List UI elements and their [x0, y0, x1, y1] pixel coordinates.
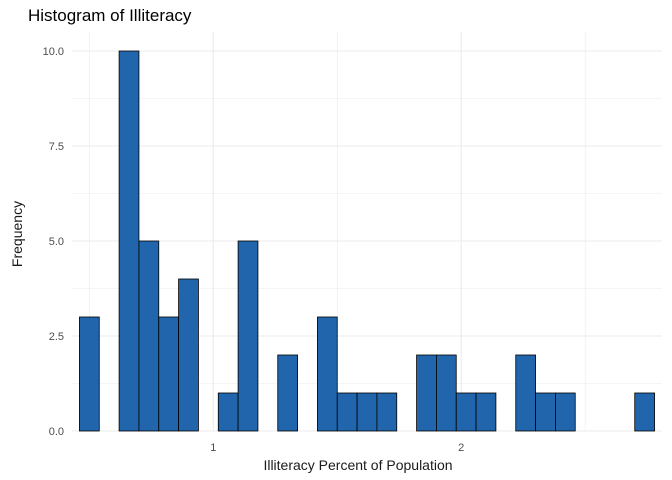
histogram-bar — [217, 392, 239, 432]
histogram-bar — [118, 50, 140, 432]
y-tick-label: 7.5 — [49, 141, 64, 153]
y-tick-label: 10.0 — [43, 46, 64, 58]
y-axis-ticks: 0.0 2.5 5.0 7.5 10.0 — [43, 46, 64, 438]
histogram-bar — [237, 240, 259, 432]
histogram-bar — [376, 392, 398, 432]
histogram-bar — [336, 392, 358, 432]
histogram-bar — [178, 278, 199, 432]
histogram-bar — [356, 392, 378, 432]
histogram-bar — [138, 240, 160, 432]
histogram-bar — [277, 354, 298, 432]
histogram-bar — [475, 392, 497, 432]
chart-title: Histogram of Illiteracy — [28, 6, 192, 25]
histogram-bar — [317, 316, 338, 432]
x-tick-label: 2 — [458, 442, 464, 454]
histogram-bar — [158, 316, 179, 432]
y-tick-label: 0.0 — [49, 426, 64, 438]
y-tick-label: 2.5 — [49, 331, 64, 343]
histogram-bar — [436, 354, 457, 432]
grid-lines — [72, 32, 662, 432]
histogram-bars — [79, 50, 655, 432]
histogram-bar — [515, 354, 536, 432]
histogram-bar — [555, 392, 576, 432]
x-tick-label: 1 — [210, 442, 216, 454]
x-axis-label: Illiteracy Percent of Population — [263, 457, 453, 473]
y-tick-label: 5.0 — [49, 236, 64, 248]
histogram-bar — [416, 354, 437, 432]
histogram-bar — [455, 392, 477, 432]
histogram-bar — [634, 392, 655, 432]
histogram-bar — [79, 316, 100, 432]
histogram-bar — [535, 392, 556, 432]
